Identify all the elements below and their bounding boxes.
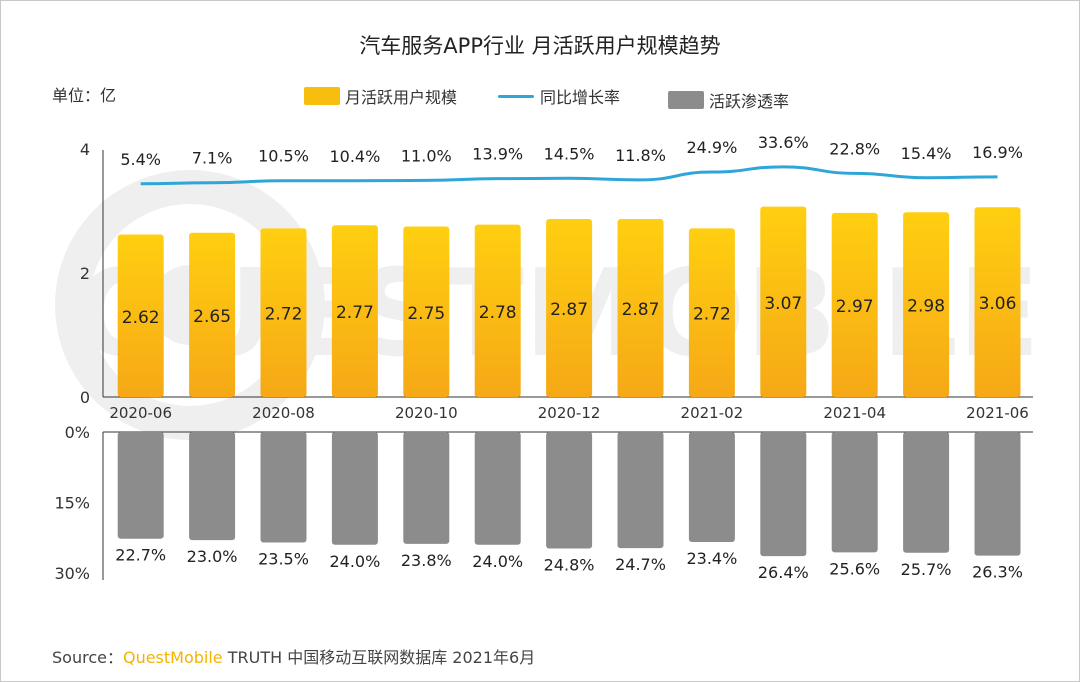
yoy-value-label: 14.5%	[544, 144, 595, 163]
yoy-value-label: 11.8%	[615, 146, 666, 165]
mau-bar	[617, 219, 664, 397]
mau-value-label: 2.97	[836, 297, 874, 317]
penetration-bar	[260, 432, 307, 543]
mau-bar	[688, 228, 735, 397]
penetration-value-label: 24.8%	[544, 556, 595, 575]
penetration-bar	[974, 432, 1021, 556]
x-tick-label: 2020-10	[395, 404, 458, 422]
source-prefix: Source：	[52, 648, 123, 667]
mau-bar	[974, 207, 1021, 397]
legend-item-yoy: 同比增长率	[498, 84, 620, 108]
penetration-value-label: 25.7%	[901, 560, 952, 579]
penetration-value-label: 23.4%	[686, 549, 737, 568]
penetration-bar	[831, 432, 878, 553]
penetration-bar	[117, 432, 164, 539]
penetration-value-label: 26.4%	[758, 563, 809, 582]
mau-bar	[831, 212, 878, 397]
penetration-bar	[474, 432, 521, 545]
penetration-value-label: 24.7%	[615, 555, 666, 574]
mau-value-label: 3.06	[979, 294, 1017, 314]
yoy-value-label: 24.9%	[686, 138, 737, 157]
source-brand: QuestMobile	[122, 648, 223, 667]
legend-label-penetration: 活跃渗透率	[709, 92, 790, 111]
mau-value-label: 2.78	[479, 303, 517, 323]
mau-bar	[189, 232, 236, 397]
chart-title: 汽车服务APP行业 月活跃用户规模趋势	[359, 34, 721, 58]
mau-bar	[903, 212, 950, 397]
mau-bar	[260, 228, 307, 397]
legend-swatch-penetration	[668, 91, 704, 109]
mau-bar	[331, 225, 378, 397]
mau-value-label: 2.98	[907, 297, 945, 317]
source-note: Source：QuestMobile TRUTH 中国移动互联网数据库 2021…	[52, 644, 535, 668]
yoy-value-label: 10.4%	[329, 147, 380, 166]
bottom-y-tick-label: 0%	[65, 423, 90, 442]
yoy-line	[140, 165, 998, 186]
mau-value-label: 2.65	[193, 307, 231, 327]
penetration-bar	[617, 432, 664, 549]
mau-value-label: 2.62	[122, 308, 160, 328]
penetration-value-label: 26.3%	[972, 563, 1023, 582]
mau-value-label: 2.77	[336, 303, 374, 323]
yoy-value-label: 15.4%	[901, 144, 952, 163]
mau-value-label: 2.72	[693, 305, 731, 325]
mau-bar	[403, 226, 450, 397]
penetration-bar	[546, 432, 593, 549]
penetration-value-label: 23.8%	[401, 551, 452, 570]
top-y-tick-label: 0	[80, 388, 90, 407]
mau-value-label: 3.07	[764, 294, 802, 314]
x-tick-label: 2020-06	[109, 404, 172, 422]
mau-value-label: 2.75	[407, 304, 445, 324]
mau-value-label: 2.72	[265, 305, 303, 325]
yoy-value-label: 10.5%	[258, 147, 309, 166]
mau-bar	[760, 206, 807, 397]
x-tick-label: 2021-04	[823, 404, 886, 422]
legend-item-penetration: 活跃渗透率	[668, 88, 789, 112]
penetration-bar	[688, 432, 735, 542]
x-tick-label: 2020-08	[252, 404, 315, 422]
penetration-value-label: 25.6%	[829, 559, 880, 578]
legend-label-mau: 月活跃用户规模	[345, 88, 458, 107]
unit-label: 单位：亿	[52, 86, 117, 105]
penetration-value-label: 23.0%	[187, 547, 238, 566]
yoy-value-label: 5.4%	[120, 150, 161, 169]
penetration-bar	[903, 432, 950, 553]
source-suffix: TRUTH 中国移动互联网数据库 2021年6月	[222, 648, 536, 667]
penetration-bar	[403, 432, 450, 544]
yoy-value-label: 33.6%	[758, 133, 809, 152]
mau-bar	[546, 219, 593, 397]
penetration-value-label: 23.5%	[258, 549, 309, 568]
penetration-bar	[760, 432, 807, 557]
legend-item-mau: 月活跃用户规模	[304, 84, 457, 108]
top-y-tick-label: 2	[80, 264, 90, 283]
penetration-bar	[331, 432, 378, 545]
mau-value-label: 2.87	[622, 300, 660, 320]
yoy-value-label: 13.9%	[472, 145, 523, 164]
legend-swatch-mau	[304, 87, 340, 105]
bottom-y-tick-label: 30%	[54, 564, 90, 583]
mau-bar	[117, 234, 164, 397]
yoy-value-label: 16.9%	[972, 143, 1023, 162]
penetration-value-label: 22.7%	[115, 546, 166, 565]
mau-value-label: 2.87	[550, 300, 588, 320]
x-tick-label: 2021-06	[966, 404, 1029, 422]
x-tick-label: 2020-12	[538, 404, 601, 422]
penetration-value-label: 24.0%	[329, 552, 380, 571]
yoy-value-label: 22.8%	[829, 139, 880, 158]
yoy-value-label: 7.1%	[192, 149, 233, 168]
mau-bar	[474, 224, 521, 397]
yoy-value-label: 11.0%	[401, 146, 452, 165]
legend-label-yoy: 同比增长率	[540, 88, 621, 107]
penetration-value-label: 24.0%	[472, 552, 523, 571]
top-y-tick-label: 4	[80, 140, 90, 159]
bottom-y-tick-label: 15%	[54, 494, 90, 513]
legend-swatch-yoy	[498, 94, 534, 98]
x-tick-label: 2021-02	[681, 404, 744, 422]
penetration-bar	[189, 432, 236, 541]
